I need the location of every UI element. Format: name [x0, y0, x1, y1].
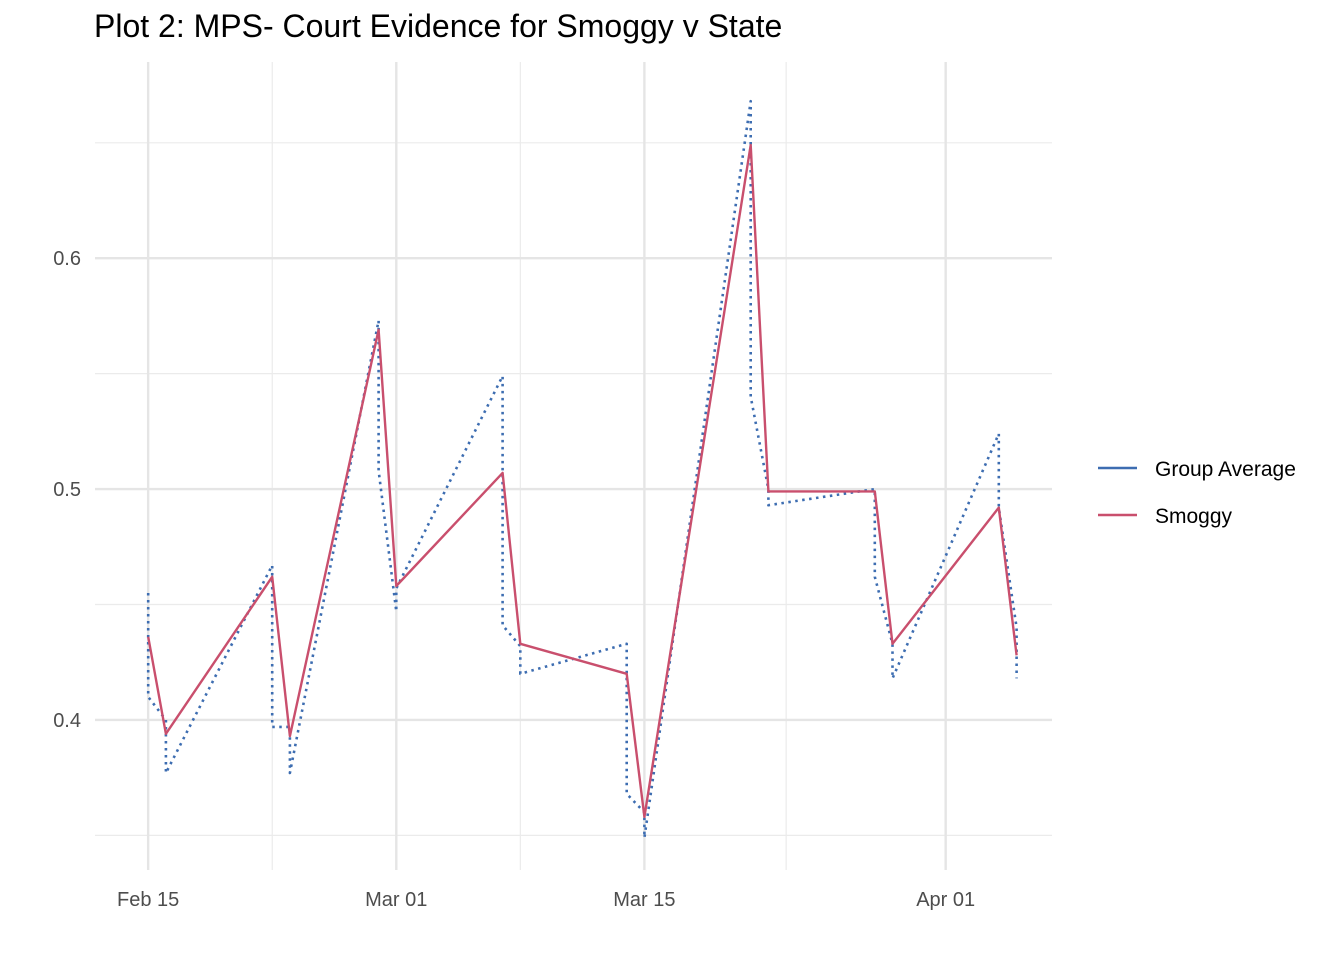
y-axis-labels: 0.4 0.5 0.6: [53, 248, 81, 732]
chart-title: Plot 2: MPS- Court Evidence for Smoggy v…: [94, 8, 783, 44]
legend-item: Smoggy: [1098, 505, 1233, 528]
x-axis-labels: Feb 15 Mar 01 Mar 15 Apr 01: [117, 889, 975, 911]
series-lines: [146, 99, 1018, 840]
x-tick-label: Apr 01: [916, 889, 975, 911]
series-line-group-average: [146, 99, 1018, 840]
legend-label: Group Average: [1155, 458, 1296, 481]
legend-item: Group Average: [1098, 458, 1296, 481]
series-line-smoggy: [147, 143, 1018, 819]
minor-gridlines: [95, 62, 1052, 870]
y-tick-label: 0.6: [53, 248, 81, 270]
legend-label: Smoggy: [1155, 505, 1233, 528]
x-tick-label: Mar 15: [613, 889, 675, 911]
legend: Group Average Smoggy: [1098, 458, 1296, 528]
y-tick-label: 0.4: [53, 710, 81, 732]
x-tick-label: Feb 15: [117, 889, 179, 911]
major-gridlines: [95, 62, 1052, 870]
y-tick-label: 0.5: [53, 479, 81, 501]
x-tick-label: Mar 01: [365, 889, 427, 911]
